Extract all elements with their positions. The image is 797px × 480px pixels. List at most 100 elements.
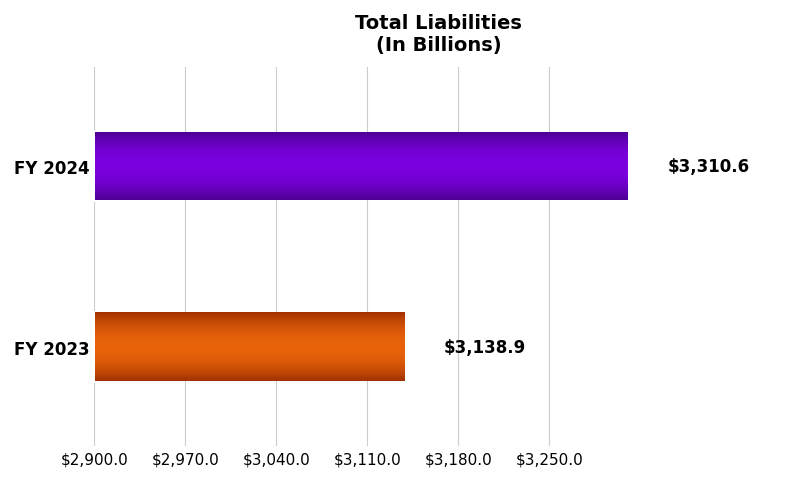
Bar [94, 360, 405, 361]
Bar [94, 344, 405, 345]
Bar [94, 350, 405, 351]
Bar [94, 197, 628, 198]
Bar [94, 152, 628, 153]
Bar [94, 139, 628, 140]
Bar [94, 199, 628, 200]
Bar [94, 149, 628, 150]
Bar [94, 328, 405, 329]
Bar [94, 159, 628, 160]
Bar [94, 348, 405, 349]
Bar [94, 198, 628, 199]
Bar [94, 133, 628, 134]
Bar [94, 374, 405, 375]
Bar [94, 324, 405, 325]
Bar [94, 327, 405, 328]
Bar [94, 148, 628, 149]
Bar [94, 177, 628, 178]
Bar [94, 353, 405, 354]
Bar [94, 333, 405, 334]
Bar [94, 334, 405, 335]
Bar [94, 322, 405, 323]
Bar [94, 338, 405, 339]
Bar [94, 169, 628, 170]
Bar [94, 354, 405, 355]
Bar [94, 137, 628, 138]
Bar [94, 317, 405, 318]
Bar [94, 178, 628, 179]
Bar [94, 164, 628, 165]
Bar [94, 330, 405, 331]
Bar [94, 136, 628, 137]
Bar [94, 153, 628, 154]
Bar [94, 196, 628, 197]
Bar [94, 352, 405, 353]
Bar [94, 375, 405, 376]
Bar [94, 184, 628, 185]
Bar [94, 363, 405, 364]
Bar [94, 191, 628, 192]
Bar [94, 188, 628, 189]
Bar [94, 183, 628, 184]
Bar [94, 340, 405, 341]
Text: $3,138.9: $3,138.9 [444, 338, 526, 356]
Bar [94, 379, 405, 380]
Bar [94, 368, 405, 369]
Bar [94, 134, 628, 135]
Bar [94, 329, 405, 330]
Bar [94, 373, 405, 374]
Bar [94, 357, 405, 358]
Bar [94, 147, 628, 148]
Bar [94, 335, 405, 336]
Bar [94, 321, 405, 322]
Bar [94, 132, 628, 133]
Bar [94, 316, 405, 317]
Bar [94, 173, 628, 174]
Bar [94, 161, 628, 162]
Bar [94, 380, 405, 381]
Bar [94, 336, 405, 337]
Bar [94, 157, 628, 158]
Bar [94, 320, 405, 321]
Bar [94, 150, 628, 151]
Bar [94, 179, 628, 180]
Bar [94, 186, 628, 187]
Bar [94, 343, 405, 344]
Bar [94, 359, 405, 360]
Bar [94, 141, 628, 142]
Bar [94, 349, 405, 350]
Bar [94, 362, 405, 363]
Bar [94, 377, 405, 378]
Bar [94, 151, 628, 152]
Bar [94, 171, 628, 172]
Bar [94, 165, 628, 166]
Bar [94, 342, 405, 343]
Bar [94, 174, 628, 175]
Bar [94, 195, 628, 196]
Bar [94, 146, 628, 147]
Bar [94, 156, 628, 157]
Bar [94, 185, 628, 186]
Bar [94, 356, 405, 357]
Bar [94, 372, 405, 373]
Bar [94, 361, 405, 362]
Bar [94, 315, 405, 316]
Bar [94, 381, 405, 382]
Bar [94, 339, 405, 340]
Bar [94, 318, 405, 319]
Bar [94, 155, 628, 156]
Bar [94, 189, 628, 190]
Bar [94, 181, 628, 182]
Bar [94, 323, 405, 324]
Bar [94, 346, 405, 347]
Text: $3,310.6: $3,310.6 [667, 157, 749, 176]
Bar [94, 200, 628, 201]
Bar [94, 167, 628, 168]
Bar [94, 376, 405, 377]
Bar [94, 180, 628, 181]
Bar [94, 345, 405, 346]
Bar [94, 347, 405, 348]
Bar [94, 337, 405, 338]
Bar [94, 175, 628, 176]
Bar [94, 176, 628, 177]
Bar [29, 311, 95, 383]
